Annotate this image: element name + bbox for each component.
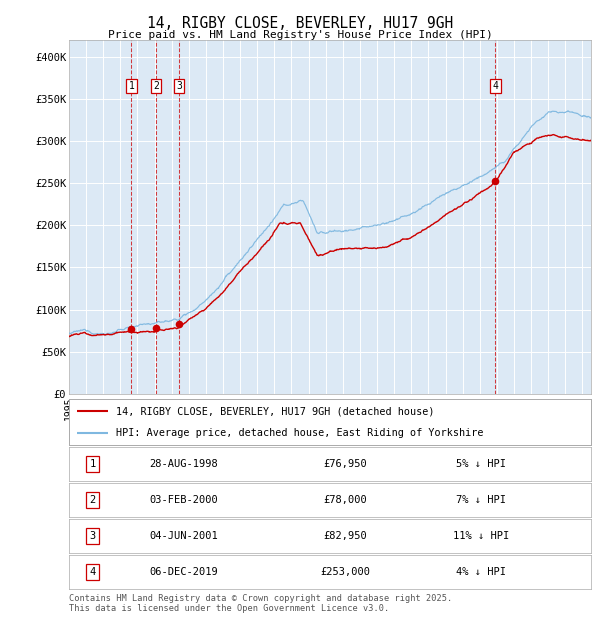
Text: 04-JUN-2001: 04-JUN-2001 (149, 531, 218, 541)
Text: £253,000: £253,000 (320, 567, 371, 577)
Text: 2: 2 (89, 495, 95, 505)
Text: 3: 3 (89, 531, 95, 541)
Text: 28-AUG-1998: 28-AUG-1998 (149, 459, 218, 469)
Text: £82,950: £82,950 (324, 531, 368, 541)
Text: 5% ↓ HPI: 5% ↓ HPI (457, 459, 506, 469)
Text: 2: 2 (153, 81, 159, 91)
Text: 4: 4 (493, 81, 499, 91)
Text: HPI: Average price, detached house, East Riding of Yorkshire: HPI: Average price, detached house, East… (116, 428, 484, 438)
Text: 11% ↓ HPI: 11% ↓ HPI (453, 531, 509, 541)
Text: 06-DEC-2019: 06-DEC-2019 (149, 567, 218, 577)
Text: 14, RIGBY CLOSE, BEVERLEY, HU17 9GH (detached house): 14, RIGBY CLOSE, BEVERLEY, HU17 9GH (det… (116, 406, 434, 416)
Text: 4% ↓ HPI: 4% ↓ HPI (457, 567, 506, 577)
Text: £78,000: £78,000 (324, 495, 368, 505)
Text: 1: 1 (89, 459, 95, 469)
Text: 7% ↓ HPI: 7% ↓ HPI (457, 495, 506, 505)
Text: £76,950: £76,950 (324, 459, 368, 469)
Text: 03-FEB-2000: 03-FEB-2000 (149, 495, 218, 505)
Text: 4: 4 (89, 567, 95, 577)
Text: 1: 1 (128, 81, 134, 91)
Text: Price paid vs. HM Land Registry's House Price Index (HPI): Price paid vs. HM Land Registry's House … (107, 30, 493, 40)
Text: 3: 3 (176, 81, 182, 91)
Text: 14, RIGBY CLOSE, BEVERLEY, HU17 9GH: 14, RIGBY CLOSE, BEVERLEY, HU17 9GH (147, 16, 453, 30)
Text: Contains HM Land Registry data © Crown copyright and database right 2025.
This d: Contains HM Land Registry data © Crown c… (69, 594, 452, 613)
